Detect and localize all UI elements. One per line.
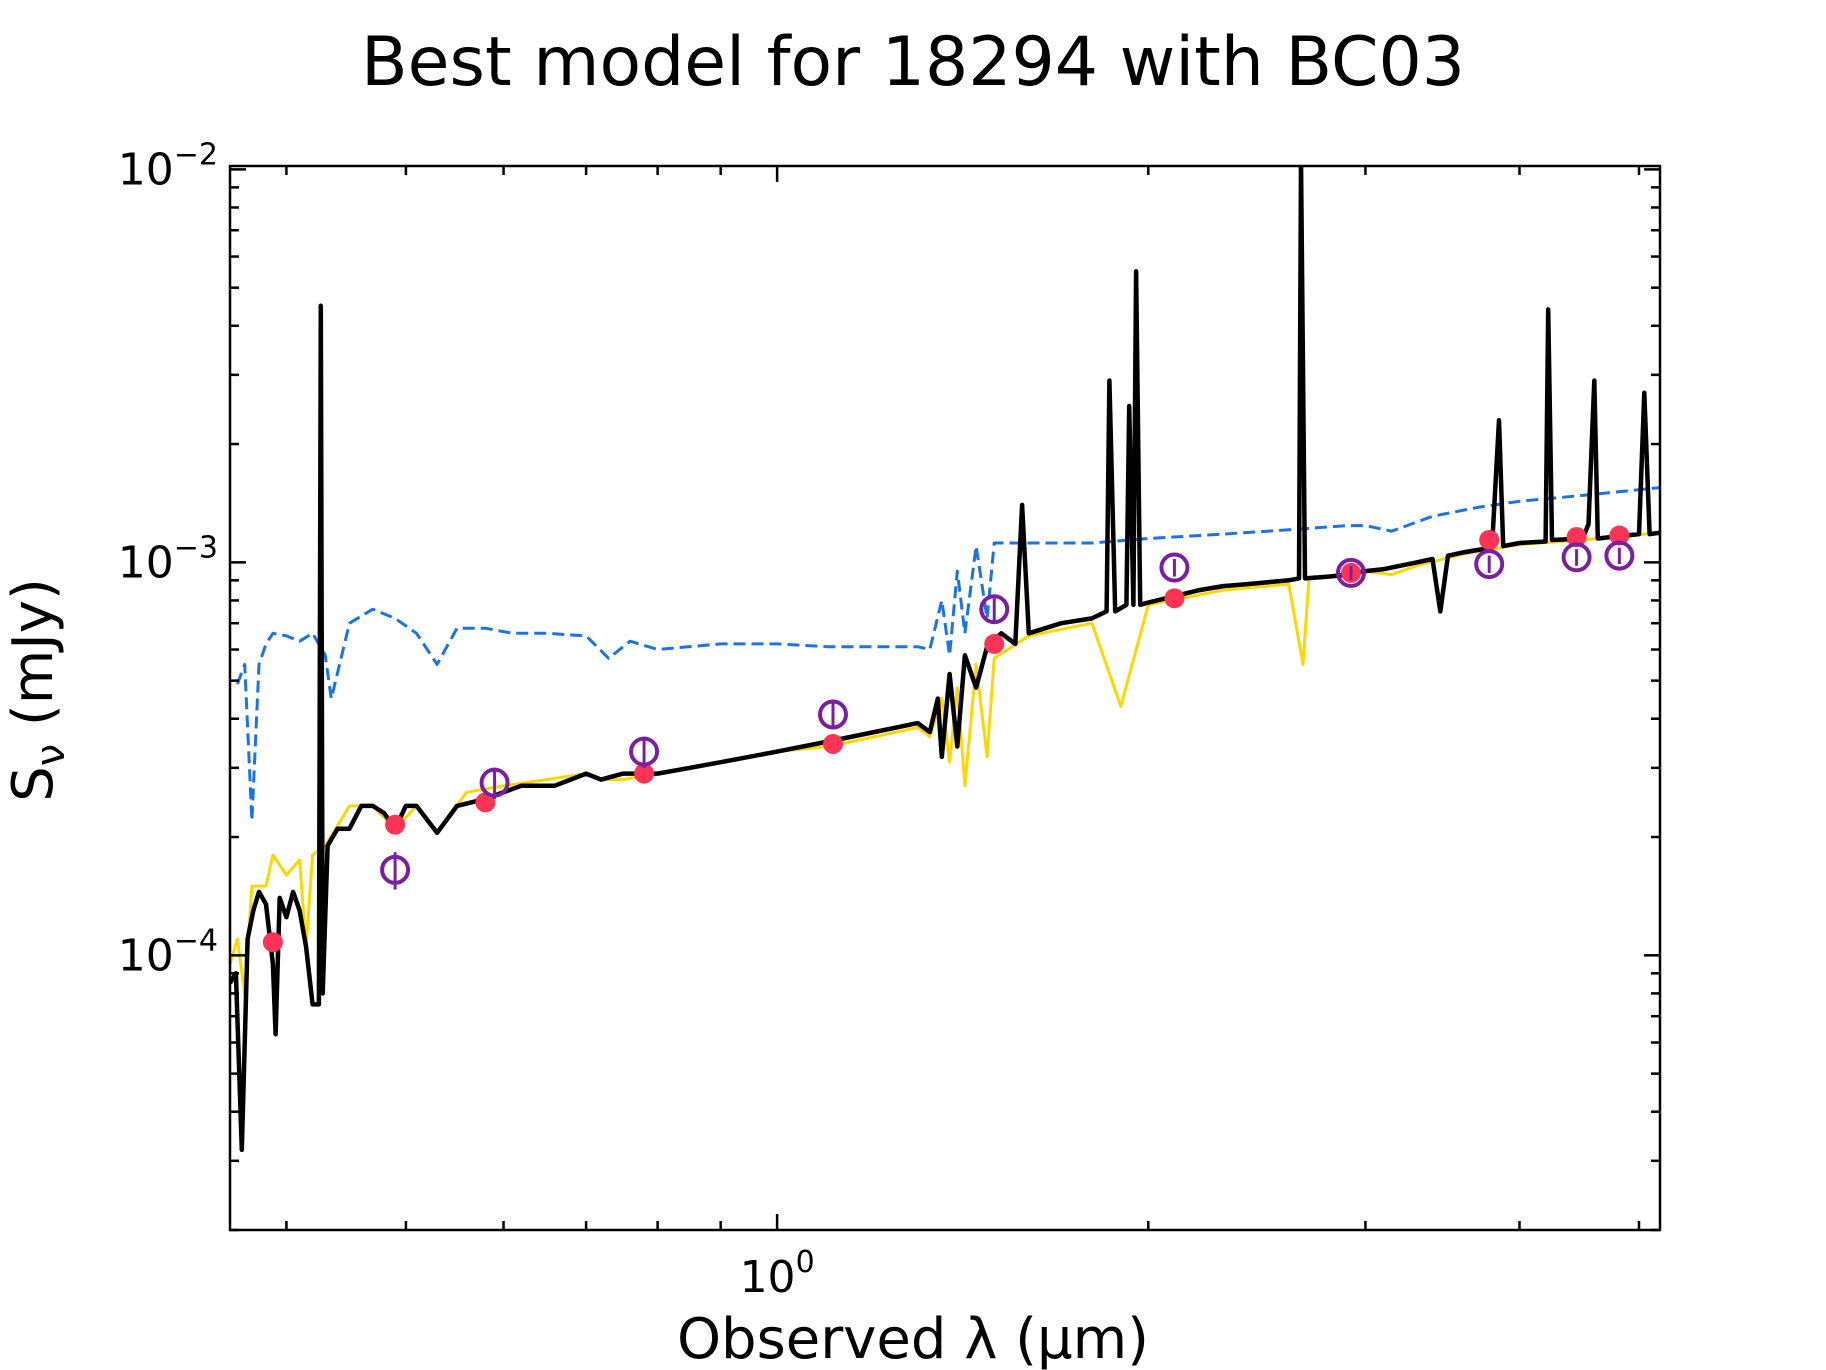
y-tick-label-base: 10 <box>118 930 174 981</box>
y-tick-label-base: 10 <box>118 537 174 588</box>
x-tick-label: 100 <box>740 1245 815 1303</box>
model-flux-point <box>385 814 406 835</box>
y-axis-label: Sν (mJy) <box>1 578 74 802</box>
series-line-attenuated-stellar <box>230 531 1660 995</box>
observed-flux-point <box>629 736 660 767</box>
observed-flux-point <box>1474 549 1505 580</box>
y-axis-label-unit: (mJy) <box>1 578 66 744</box>
observed-flux-point <box>1159 552 1190 583</box>
ticks-group <box>230 166 1660 1232</box>
y-tick-label: 10−4 <box>118 923 218 981</box>
axes-frame <box>228 164 1662 1232</box>
chart-title: Best model for 18294 with BC03 <box>361 23 1465 102</box>
observed-flux-point <box>479 767 510 798</box>
model-flux-point <box>1164 588 1185 609</box>
series-line-model <box>230 166 1660 1153</box>
x-tick-label-exp: 0 <box>796 1245 815 1280</box>
observed-flux-point <box>1335 557 1366 588</box>
model-flux-point <box>475 792 496 813</box>
y-tick-label: 10−2 <box>118 137 218 195</box>
y-axis-label-sub: ν <box>28 744 74 766</box>
model-flux-point <box>634 763 655 784</box>
series-line-unattenuated-stellar <box>235 486 1660 823</box>
x-tick-label-base: 10 <box>740 1252 796 1303</box>
model-flux-point <box>262 932 283 953</box>
observed-flux-point <box>1604 540 1635 571</box>
y-tick-label-exp: −3 <box>174 530 218 565</box>
model-flux-point <box>1566 527 1587 548</box>
x-axis-label: Observed λ (μm) <box>677 1307 1149 1370</box>
model-flux-point <box>822 733 843 754</box>
series-group <box>230 166 1660 1153</box>
observed-flux-point <box>1561 542 1592 573</box>
observed-flux-point <box>380 854 411 885</box>
model-flux-point <box>1609 525 1630 546</box>
y-axis-label-main: S <box>1 766 66 802</box>
y-tick-label-base: 10 <box>118 144 174 195</box>
observed-flux-point <box>817 699 848 730</box>
observed-flux-point <box>979 594 1010 625</box>
model-flux-point <box>1479 529 1500 550</box>
y-tick-label: 10−3 <box>118 530 218 588</box>
y-tick-label-exp: −2 <box>174 137 218 172</box>
model-flux-point <box>984 633 1005 654</box>
y-tick-label-exp: −4 <box>174 923 218 958</box>
